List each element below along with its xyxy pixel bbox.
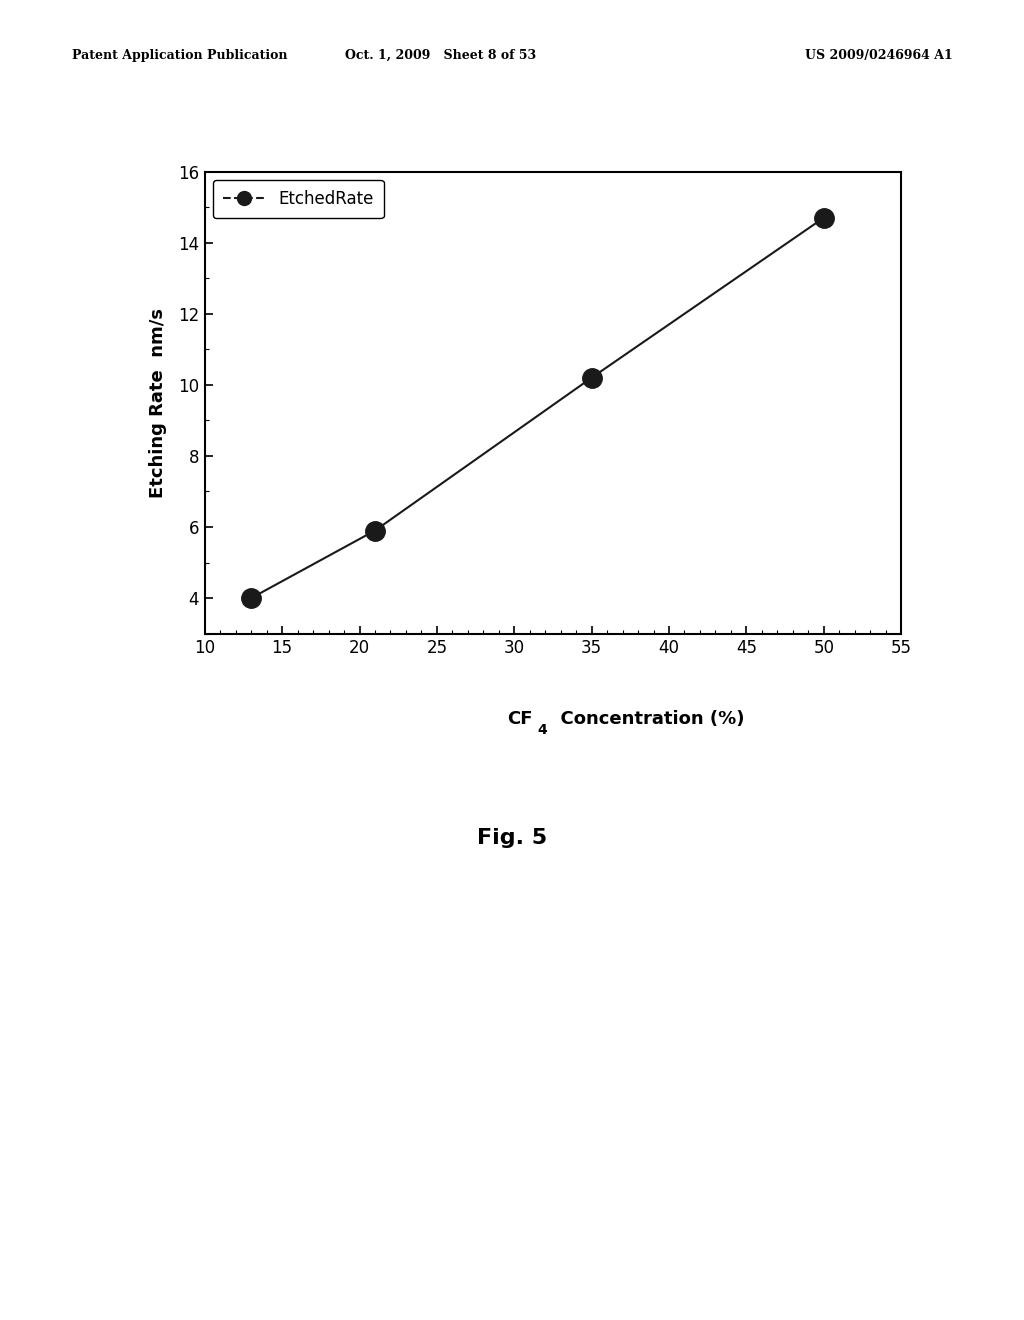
Text: Oct. 1, 2009   Sheet 8 of 53: Oct. 1, 2009 Sheet 8 of 53	[345, 49, 536, 62]
Text: Fig. 5: Fig. 5	[477, 828, 547, 849]
Text: 4: 4	[538, 723, 548, 737]
Point	[584, 367, 600, 388]
Y-axis label: Etching Rate  nm/s: Etching Rate nm/s	[148, 308, 167, 498]
Point	[367, 520, 383, 541]
Point	[815, 207, 831, 228]
Text: Concentration (%): Concentration (%)	[548, 710, 744, 729]
Text: CF: CF	[507, 710, 532, 729]
Legend: EtchedRate: EtchedRate	[213, 180, 384, 218]
Point	[243, 587, 259, 609]
Text: US 2009/0246964 A1: US 2009/0246964 A1	[805, 49, 952, 62]
Text: Patent Application Publication: Patent Application Publication	[72, 49, 287, 62]
